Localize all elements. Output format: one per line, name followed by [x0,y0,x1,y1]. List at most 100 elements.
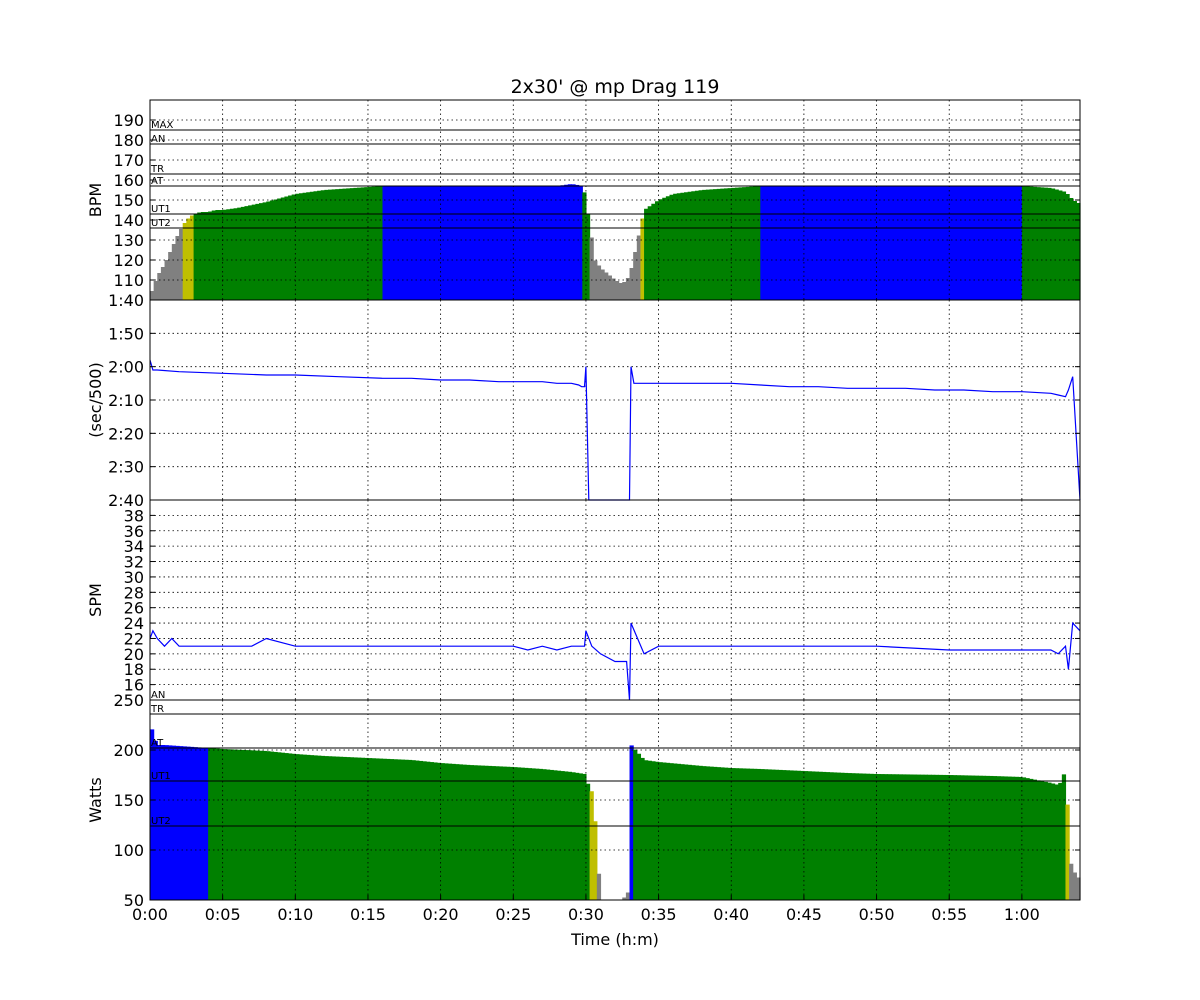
area-segment [843,772,849,900]
area-segment [291,194,296,300]
area-segment [731,768,736,900]
area-segment [858,186,863,300]
area-segment [549,186,554,300]
area-segment [476,186,482,300]
area-segment [625,278,631,300]
area-segment [440,763,445,901]
area-segment [909,774,914,900]
x-tick-label: 0:10 [277,905,313,924]
y-tick-label: 36 [124,522,144,541]
area-segment [858,773,863,900]
area-segment [1007,776,1012,900]
area-segment [1076,877,1081,900]
area-segment [200,747,206,901]
area-segment [843,186,849,300]
area-segment [407,759,413,900]
area-segment [1065,194,1070,300]
area-segment [694,190,700,300]
area-segment [484,186,489,300]
y-tick-label: 200 [113,741,144,760]
area-segment [535,768,540,901]
area-segment [618,283,623,300]
area-segment [531,186,536,300]
area-segment [960,186,965,300]
y-tick-label: 34 [124,537,144,556]
area-segment [811,186,816,300]
area-segment [426,761,431,900]
area-segment [676,763,681,900]
area-segment [691,191,696,300]
area-segment [887,774,892,900]
area-segment [872,773,878,900]
area-segment [865,186,870,300]
area-segment [226,209,231,300]
area-segment [814,771,820,900]
area-segment [487,765,493,900]
area-segment [567,184,572,300]
area-segment [320,190,325,300]
area-segment [723,188,729,301]
area-segment [891,186,896,300]
area-segment [495,186,500,300]
area-segment [647,206,652,300]
area-segment [636,235,642,300]
area-segment [763,769,769,900]
area-segment [364,757,369,900]
power-panel: TR AT UT1 UT2 50 100 150 200 250 Watts [86,691,1081,910]
area-segment [1069,863,1074,900]
area-segment [288,195,293,300]
area-segment [945,186,950,300]
area-segment [709,189,714,301]
area-segment [971,186,976,300]
area-segment [255,203,260,301]
area-segment [226,749,231,900]
area-segment [793,186,798,300]
area-segment [578,773,583,900]
area-segment [869,773,874,900]
x-tick-label: 0:55 [931,905,967,924]
area-segment [1050,188,1056,300]
area-segment [629,268,634,300]
area-segment [498,186,503,300]
area-segment [684,192,689,300]
y-tick-label: 2:20 [108,424,144,443]
area-segment [1065,804,1070,900]
area-segment [978,775,983,900]
area-segment [847,186,852,300]
area-segment [1040,781,1045,901]
area-segment [793,770,798,900]
area-segment [593,821,598,900]
area-segment [669,763,674,900]
area-segment [927,186,932,300]
area-segment [1072,872,1077,900]
area-segment [444,763,449,901]
area-segment [360,187,365,301]
area-segment [244,750,249,900]
zone-label: UT2 [151,816,171,827]
area-segment [803,186,809,300]
area-segment [338,188,344,301]
area-segment [836,186,841,300]
y-axis-label: BPM [86,183,105,217]
area-segment [734,187,740,301]
area-segment [745,186,751,301]
area-segment [415,760,420,900]
area-segment [934,186,939,300]
area-segment [905,774,910,900]
y-tick-label: 30 [124,568,144,587]
area-segment [509,766,514,900]
area-segment [644,760,649,900]
area-segment [585,213,591,300]
area-segment [625,892,631,900]
area-segment [513,767,518,901]
area-segment [244,206,249,301]
x-tick-label: 0:05 [205,905,241,924]
area-segment [920,186,925,300]
area-segment [440,186,445,300]
area-segment [215,210,220,300]
area-segment [1036,780,1041,901]
area-segment [1069,198,1074,300]
area-segment [840,772,845,900]
area-segment [175,236,180,300]
area-segment [785,186,790,300]
